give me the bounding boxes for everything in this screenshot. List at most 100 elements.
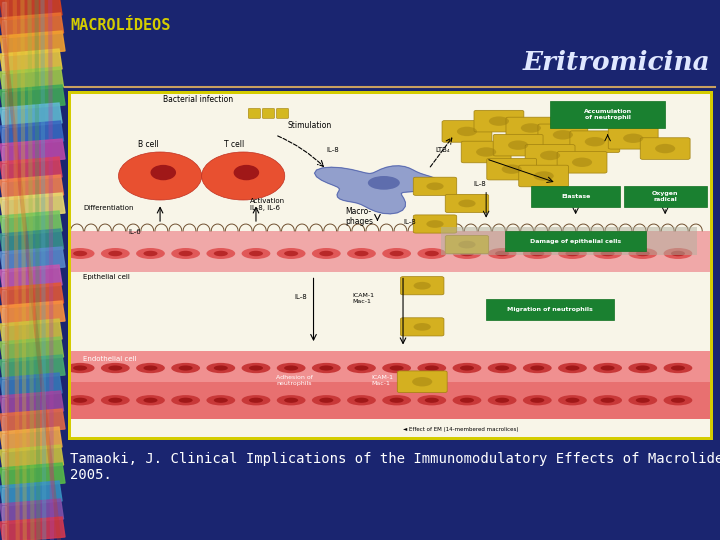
- Polygon shape: [0, 409, 65, 434]
- Ellipse shape: [565, 251, 580, 256]
- Ellipse shape: [623, 133, 643, 143]
- Ellipse shape: [425, 366, 438, 370]
- Ellipse shape: [530, 397, 544, 403]
- FancyBboxPatch shape: [570, 131, 620, 152]
- Ellipse shape: [382, 363, 411, 373]
- FancyBboxPatch shape: [445, 235, 489, 254]
- Polygon shape: [0, 121, 63, 146]
- Text: Macro-
phages: Macro- phages: [346, 207, 374, 226]
- Ellipse shape: [312, 363, 341, 373]
- Polygon shape: [0, 373, 62, 398]
- Ellipse shape: [460, 366, 474, 370]
- Ellipse shape: [73, 397, 87, 403]
- Ellipse shape: [413, 282, 431, 289]
- FancyBboxPatch shape: [640, 138, 690, 159]
- Polygon shape: [2, 20, 6, 36]
- FancyBboxPatch shape: [538, 124, 588, 146]
- Ellipse shape: [636, 397, 650, 403]
- Ellipse shape: [460, 251, 474, 256]
- Ellipse shape: [671, 366, 685, 370]
- Ellipse shape: [207, 248, 235, 259]
- FancyBboxPatch shape: [397, 371, 447, 393]
- Ellipse shape: [242, 395, 270, 406]
- Ellipse shape: [249, 366, 263, 370]
- Ellipse shape: [354, 366, 369, 370]
- Polygon shape: [2, 146, 6, 162]
- Polygon shape: [2, 470, 6, 486]
- Ellipse shape: [354, 251, 369, 256]
- FancyBboxPatch shape: [525, 145, 575, 166]
- Ellipse shape: [459, 200, 476, 207]
- Ellipse shape: [284, 366, 298, 370]
- Ellipse shape: [108, 366, 122, 370]
- Ellipse shape: [202, 152, 284, 200]
- Text: Elastase: Elastase: [561, 194, 590, 199]
- Ellipse shape: [636, 366, 650, 370]
- FancyBboxPatch shape: [413, 177, 456, 195]
- Ellipse shape: [460, 397, 474, 403]
- Ellipse shape: [655, 144, 675, 153]
- Ellipse shape: [207, 395, 235, 406]
- Ellipse shape: [426, 183, 444, 190]
- Polygon shape: [2, 128, 6, 144]
- Polygon shape: [2, 182, 6, 198]
- Ellipse shape: [171, 248, 200, 259]
- Ellipse shape: [671, 251, 685, 256]
- Ellipse shape: [390, 397, 404, 403]
- Ellipse shape: [242, 248, 270, 259]
- FancyBboxPatch shape: [506, 117, 556, 139]
- FancyBboxPatch shape: [608, 127, 658, 149]
- Ellipse shape: [171, 363, 200, 373]
- Ellipse shape: [179, 366, 193, 370]
- Ellipse shape: [66, 248, 94, 259]
- Polygon shape: [0, 193, 65, 218]
- Polygon shape: [2, 236, 6, 252]
- Text: ICAM-1
Mac-1: ICAM-1 Mac-1: [371, 375, 393, 386]
- Polygon shape: [0, 499, 63, 524]
- Text: Epıthelial cell: Epıthelial cell: [84, 274, 130, 280]
- Ellipse shape: [214, 397, 228, 403]
- Polygon shape: [2, 308, 6, 324]
- Ellipse shape: [136, 395, 165, 406]
- Ellipse shape: [66, 395, 94, 406]
- Text: IL-8: IL-8: [473, 181, 486, 187]
- Ellipse shape: [572, 158, 592, 167]
- Polygon shape: [2, 164, 6, 180]
- Text: IL-8: IL-8: [326, 147, 339, 153]
- Ellipse shape: [495, 366, 509, 370]
- Polygon shape: [0, 247, 65, 272]
- Polygon shape: [2, 74, 6, 90]
- Polygon shape: [2, 326, 6, 342]
- Text: Stimulation: Stimulation: [288, 121, 332, 130]
- Ellipse shape: [108, 397, 122, 403]
- FancyBboxPatch shape: [462, 141, 511, 163]
- Text: Eritromicina: Eritromicina: [522, 50, 710, 75]
- Ellipse shape: [390, 251, 404, 256]
- Ellipse shape: [495, 397, 509, 403]
- Ellipse shape: [425, 397, 438, 403]
- Ellipse shape: [600, 366, 615, 370]
- Polygon shape: [2, 506, 6, 522]
- Text: Activation
IL-8, IL-6: Activation IL-8, IL-6: [250, 198, 284, 211]
- Text: ICAM-1
Mac-1: ICAM-1 Mac-1: [352, 293, 374, 304]
- Ellipse shape: [425, 251, 438, 256]
- Ellipse shape: [276, 395, 305, 406]
- Polygon shape: [0, 229, 63, 254]
- Ellipse shape: [629, 395, 657, 406]
- Ellipse shape: [508, 140, 528, 150]
- Ellipse shape: [150, 165, 176, 180]
- Ellipse shape: [629, 248, 657, 259]
- Polygon shape: [2, 272, 6, 288]
- Ellipse shape: [453, 248, 482, 259]
- Ellipse shape: [276, 248, 305, 259]
- Ellipse shape: [523, 363, 552, 373]
- Ellipse shape: [457, 127, 477, 136]
- Ellipse shape: [312, 248, 341, 259]
- Ellipse shape: [453, 363, 482, 373]
- Bar: [624, 186, 707, 207]
- FancyBboxPatch shape: [487, 158, 536, 180]
- Text: LTB₄: LTB₄: [435, 147, 449, 153]
- Ellipse shape: [214, 366, 228, 370]
- Ellipse shape: [453, 395, 482, 406]
- Polygon shape: [0, 391, 63, 416]
